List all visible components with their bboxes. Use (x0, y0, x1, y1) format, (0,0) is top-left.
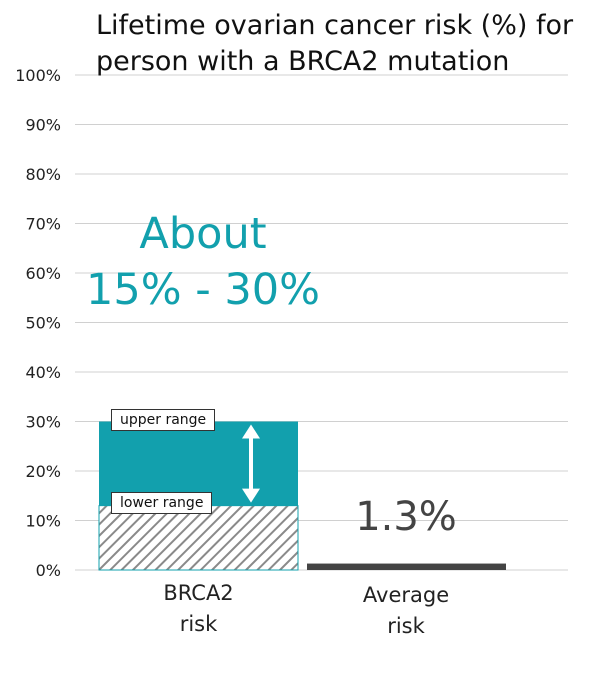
category-label-line: Average (362, 583, 450, 607)
lower-range-label: lower range (111, 492, 213, 514)
y-axis-ticks: 0% 10% 20% 30% 40% 50% 60% 70% 80% 90% 100% (15, 66, 61, 580)
y-tick-label: 80% (25, 165, 61, 184)
category-label-line: BRCA2 (163, 581, 234, 605)
y-tick-label: 40% (25, 363, 61, 382)
chart-title: Lifetime ovarian cancer risk (%) for per… (96, 10, 574, 77)
y-tick-label: 10% (25, 512, 61, 531)
range-note-line1: About (139, 209, 267, 259)
y-tick-label: 20% (25, 462, 61, 481)
range-double-arrow (242, 424, 260, 503)
y-tick-label: 90% (25, 116, 61, 135)
bars (98, 421, 506, 571)
category-label-average: Average risk (306, 580, 506, 642)
range-note-line2: 15% - 30% (85, 265, 320, 315)
average-value-label: 1.3% (355, 494, 457, 540)
brca2-lower-range-bar (98, 505, 299, 571)
y-tick-label: 30% (25, 413, 61, 432)
range-note: About 15% - 30% (62, 206, 344, 318)
y-tick-label: 0% (36, 561, 61, 580)
category-label-line: risk (179, 612, 218, 636)
y-tick-label: 50% (25, 314, 61, 333)
y-tick-label: 70% (25, 215, 61, 234)
brca2-upper-range-bar (99, 421, 298, 506)
category-label-brca2: BRCA2 risk (99, 578, 298, 640)
y-tick-label: 60% (25, 264, 61, 283)
category-label-line: risk (387, 614, 425, 638)
upper-range-label: upper range (111, 409, 216, 431)
average-risk-bar (307, 563, 506, 570)
y-tick-label: 100% (15, 66, 61, 85)
